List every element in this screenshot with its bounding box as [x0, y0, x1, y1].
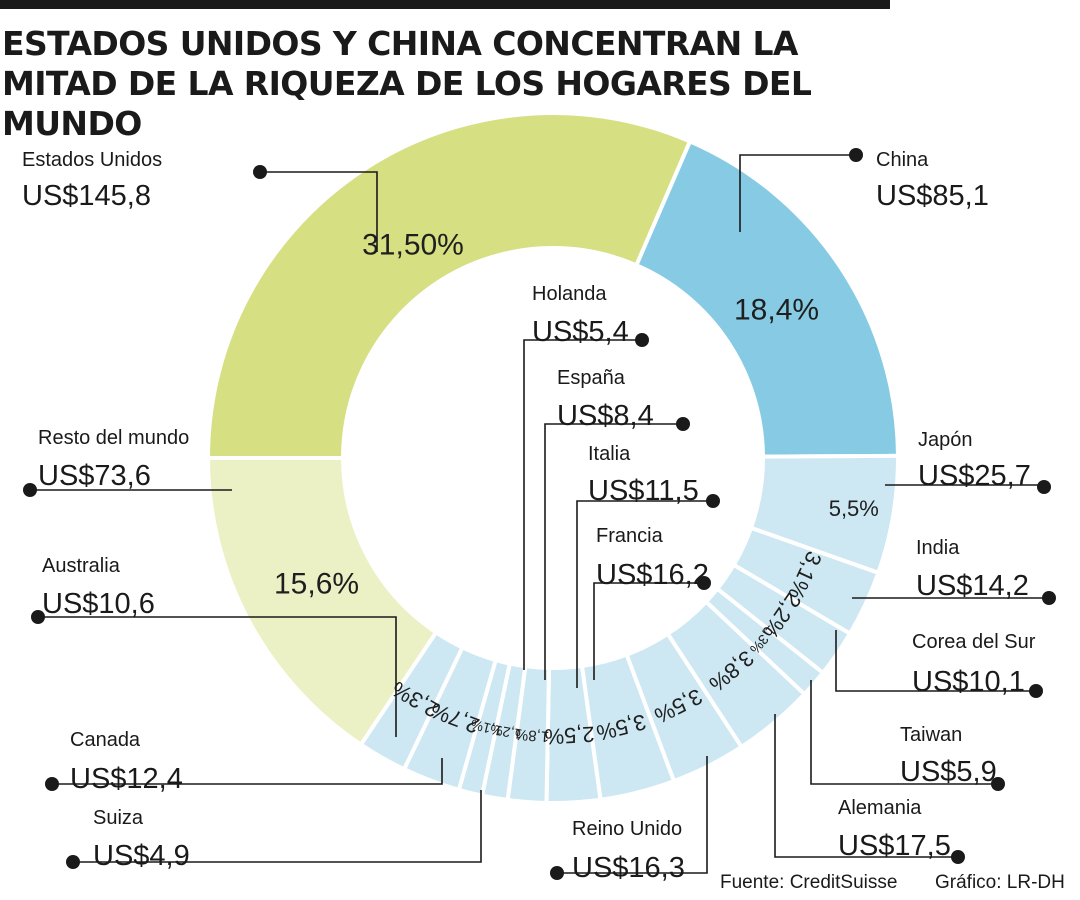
- credit-note: Gráfico: LR-DH: [935, 872, 1065, 893]
- country-name-reino-unido: Reino Unido: [572, 818, 682, 840]
- country-value-japon: US$25,7: [918, 460, 1031, 492]
- leader-line-australia: [38, 616, 397, 737]
- country-name-resto-del-mundo: Resto del mundo: [38, 427, 189, 449]
- slice-estados-unidos: [205, 111, 693, 460]
- source-note: Fuente: CreditSuisse: [720, 872, 898, 893]
- leader-line-corea-del-sur: [835, 630, 1036, 692]
- country-value-canada: US$12,4: [70, 763, 183, 795]
- pct-label-resto-del-mundo: 15,6%: [274, 568, 359, 601]
- country-value-francia: US$16,2: [596, 559, 709, 591]
- slice-resto-del-mundo: [205, 456, 439, 748]
- country-name-corea-del-sur: Corea del Sur: [912, 631, 1036, 653]
- leader-dot-alemania: [951, 850, 965, 864]
- leader-dot-india: [1042, 591, 1056, 605]
- country-value-resto-del-mundo: US$73,6: [38, 460, 151, 492]
- country-value-india: US$14,2: [916, 570, 1029, 602]
- leader-line-canada: [52, 758, 443, 785]
- leader-line-italia: [576, 500, 713, 688]
- pct-label-estados-unidos: 31,50%: [362, 228, 464, 261]
- leader-line-suiza: [73, 790, 482, 863]
- country-name-espana: España: [557, 367, 626, 389]
- leader-line-espana: [544, 423, 683, 680]
- top-rule: [0, 0, 890, 9]
- country-value-reino-unido: US$16,3: [572, 852, 685, 884]
- pct-label-italia: 2,5%: [544, 722, 596, 750]
- leader-dot-estados-unidos: [253, 165, 267, 179]
- country-name-estados-unidos: Estados Unidos: [22, 149, 162, 171]
- pct-label-holanda: 1,2%: [489, 721, 523, 742]
- leader-dot-resto-del-mundo: [23, 483, 37, 497]
- leader-line-francia: [593, 582, 704, 680]
- leader-line-taiwan: [810, 680, 998, 785]
- country-value-taiwan: US$5,9: [900, 756, 997, 788]
- leader-dot-canada: [45, 777, 59, 791]
- leader-dot-holanda: [635, 333, 649, 347]
- leader-line-china: [739, 154, 856, 232]
- country-name-taiwan: Taiwan: [900, 724, 962, 746]
- slice-china: [633, 138, 901, 459]
- country-name-india: India: [916, 537, 960, 559]
- country-value-alemania: US$17,5: [838, 830, 951, 862]
- leader-dot-australia: [31, 610, 45, 624]
- country-name-italia: Italia: [588, 443, 631, 465]
- country-name-alemania: Alemania: [838, 797, 922, 819]
- country-value-suiza: US$4,9: [93, 840, 190, 872]
- country-value-estados-unidos: US$145,8: [22, 180, 151, 212]
- country-value-italia: US$11,5: [588, 475, 699, 507]
- country-value-holanda: US$5,4: [532, 316, 629, 348]
- pct-label-japon: 5,5%: [829, 496, 879, 521]
- leader-dot-suiza: [66, 855, 80, 869]
- chart-title: ESTADOS UNIDOS Y CHINA CONCENTRAN LA MIT…: [2, 24, 812, 143]
- country-value-corea-del-sur: US$10,1: [912, 666, 1025, 698]
- pct-label-china: 18,4%: [734, 294, 819, 327]
- leader-dot-italia: [706, 494, 720, 508]
- leader-line-reino-unido: [557, 756, 708, 874]
- leader-dot-china: [849, 148, 863, 162]
- pct-label-espana: 1,8%: [514, 725, 549, 745]
- country-value-china: US$85,1: [876, 180, 989, 212]
- leader-dot-japon: [1037, 480, 1051, 494]
- leader-line-alemania: [774, 714, 958, 858]
- leader-dot-corea-del-sur: [1029, 684, 1043, 698]
- country-name-australia: Australia: [42, 555, 121, 577]
- country-name-japon: Japón: [918, 429, 973, 451]
- country-name-china: China: [876, 149, 929, 171]
- country-value-espana: US$8,4: [557, 400, 654, 432]
- leader-dot-taiwan: [991, 777, 1005, 791]
- country-name-suiza: Suiza: [93, 807, 144, 829]
- country-name-francia: Francia: [596, 525, 664, 547]
- leader-dot-espana: [676, 417, 690, 431]
- leader-line-estados-unidos: [260, 171, 378, 252]
- pct-label-suiza: 1,1%: [469, 716, 504, 739]
- country-name-canada: Canada: [70, 729, 141, 751]
- leader-line-holanda: [523, 339, 642, 670]
- country-name-holanda: Holanda: [532, 283, 607, 305]
- country-value-australia: US$10,6: [42, 588, 155, 620]
- leader-dot-reino-unido: [550, 866, 564, 880]
- leader-dot-francia: [697, 576, 711, 590]
